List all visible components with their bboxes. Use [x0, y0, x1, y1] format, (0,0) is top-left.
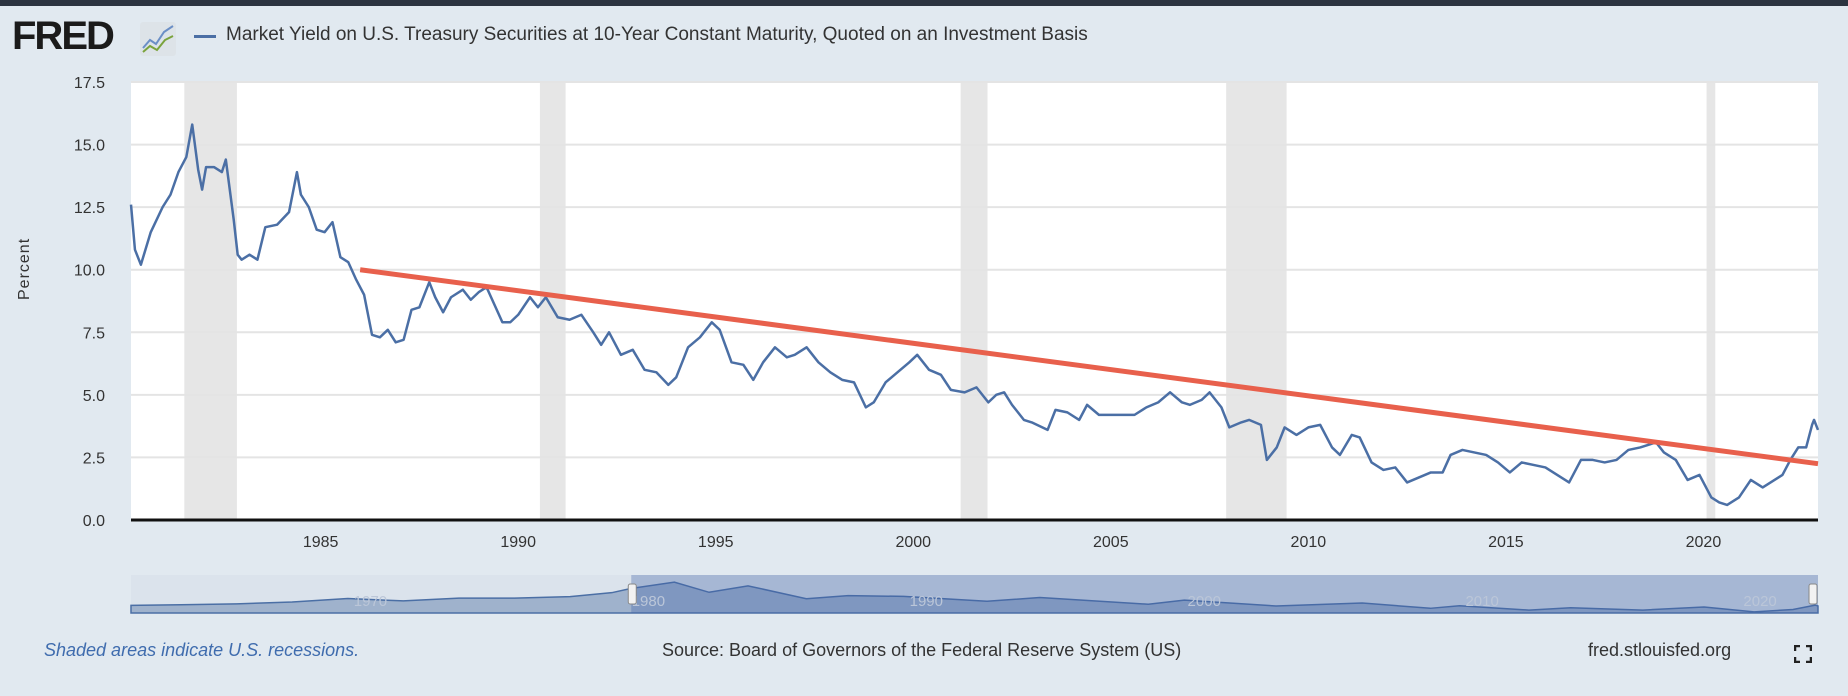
legend-swatch: [194, 35, 216, 38]
x-tick-label: 1990: [500, 534, 536, 551]
x-tick-label: 2010: [1291, 534, 1327, 551]
recession-band: [1226, 82, 1287, 520]
y-tick-label: 5.0: [83, 388, 105, 405]
y-tick-label: 12.5: [74, 200, 105, 217]
navigator-tick-label: 1980: [632, 593, 665, 610]
x-tick-label: 2005: [1093, 534, 1129, 551]
y-tick-label: 0.0: [83, 513, 105, 530]
navigator-tick-label: 2000: [1188, 593, 1221, 610]
navigator-handle[interactable]: [1808, 583, 1818, 605]
navigator-series: [130, 581, 1819, 614]
recession-band: [960, 82, 988, 520]
fullscreen-icon[interactable]: [1794, 645, 1812, 663]
navigator-handle[interactable]: [627, 583, 637, 605]
y-tick-label: 7.5: [83, 325, 105, 342]
top-bar: [0, 0, 1848, 6]
recession-note: Shaded areas indicate U.S. recessions.: [44, 640, 360, 660]
fred-logo[interactable]: FRED: [12, 14, 115, 58]
site-link[interactable]: fred.stlouisfed.org: [1588, 640, 1732, 660]
y-tick-label: 2.5: [83, 450, 105, 467]
x-tick-label: 1995: [698, 534, 734, 551]
x-tick-label: 2015: [1488, 534, 1524, 551]
trend-line: [359, 267, 1819, 467]
navigator-tick-label: 2020: [1743, 593, 1776, 610]
recession-band: [184, 82, 237, 520]
series-title: Market Yield on U.S. Treasury Securities…: [226, 24, 1088, 45]
y-tick-label: 17.5: [74, 75, 105, 92]
y-tick-label: 10.0: [74, 263, 105, 280]
chart-logo-icon: [140, 22, 176, 56]
series-line: [129, 123, 1820, 507]
x-tick-label: 2000: [895, 534, 931, 551]
navigator-selection: [631, 575, 1818, 613]
y-tick-label: 15.0: [74, 138, 105, 155]
navigator-tick-label: 1990: [910, 593, 943, 610]
navigator-tick-label: 2010: [1465, 593, 1498, 610]
recession-band: [1706, 82, 1716, 520]
source-text: Source: Board of Governors of the Federa…: [662, 640, 1182, 660]
x-tick-label: 1985: [303, 534, 339, 551]
navigator-tick-label: 1970: [354, 593, 387, 610]
x-tick-label: 2020: [1686, 534, 1722, 551]
